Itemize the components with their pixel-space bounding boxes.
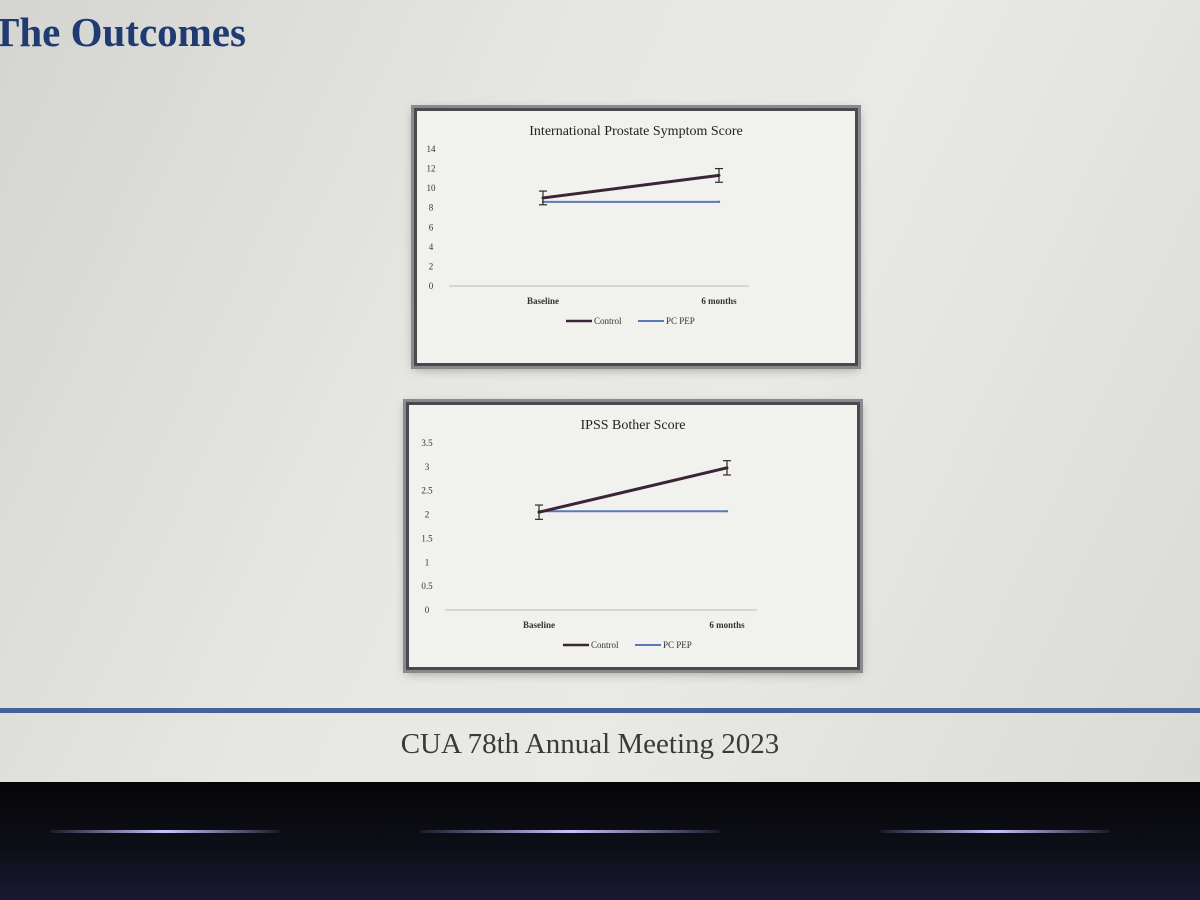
x-tick-label: Baseline — [527, 296, 559, 306]
y-tick-label: 2 — [429, 261, 434, 271]
y-tick-label: 0 — [425, 605, 430, 615]
legend-label-control: Control — [591, 640, 619, 650]
stage-light — [880, 830, 1110, 833]
stage-light — [50, 830, 280, 833]
chart-ipss: International Prostate Symptom Score 0 2 4 6… — [427, 124, 749, 326]
data-point-control — [541, 196, 545, 200]
slide: The Outcomes International Prostate Symp… — [0, 0, 1200, 782]
x-tick-label: 6 months — [701, 296, 737, 306]
y-tick-label: 3 — [425, 462, 430, 472]
series-line-control — [541, 173, 721, 200]
y-tick-label: 0 — [429, 281, 434, 291]
y-tick-label: 10 — [427, 183, 437, 193]
series-line-control — [537, 466, 729, 514]
y-tick-label: 3.5 — [421, 438, 433, 448]
chart-title: International Prostate Symptom Score — [529, 124, 742, 139]
data-point-control — [725, 466, 729, 470]
y-tick-label: 12 — [427, 164, 436, 174]
y-tick-label: 6 — [429, 222, 434, 232]
legend-label-pc-pep: PC PEP — [666, 316, 695, 326]
y-tick-label: 8 — [429, 203, 434, 213]
y-tick-label: 14 — [427, 144, 437, 154]
y-tick-label: 4 — [429, 242, 434, 252]
data-point-control — [537, 510, 541, 514]
x-tick-label: 6 months — [709, 620, 745, 630]
y-tick-label: 2 — [425, 510, 430, 520]
y-tick-label: 2.5 — [421, 486, 433, 496]
legend-label-control: Control — [594, 316, 622, 326]
chart-bother: IPSS Bother Score 0 0.5 1 1.5 2 2.5 3 3.5 Baselin… — [421, 418, 757, 650]
data-point-pc-pep — [717, 200, 721, 204]
x-tick-label: Baseline — [523, 620, 555, 630]
data-point-pc-pep — [725, 510, 729, 513]
stage-light — [420, 830, 720, 833]
slide-title: The Outcomes — [0, 9, 246, 55]
chart-frame-bother: IPSS Bother Score 0 0.5 1 1.5 2 2.5 3 3.5 Baselin… — [406, 402, 860, 670]
slide-footer: CUA 78th Annual Meeting 2023 — [400, 728, 780, 760]
y-tick-label: 1 — [425, 557, 430, 567]
stage-background — [0, 782, 1200, 900]
slide-divider — [0, 708, 1200, 713]
data-point-control — [717, 174, 721, 177]
y-tick-label: 0.5 — [421, 581, 433, 591]
chart-title: IPSS Bother Score — [581, 418, 686, 433]
legend-label-pc-pep: PC PEP — [663, 640, 692, 650]
chart-frame-ipss: International Prostate Symptom Score 0 2 4 6… — [414, 108, 858, 366]
y-tick-label: 1.5 — [421, 533, 433, 543]
